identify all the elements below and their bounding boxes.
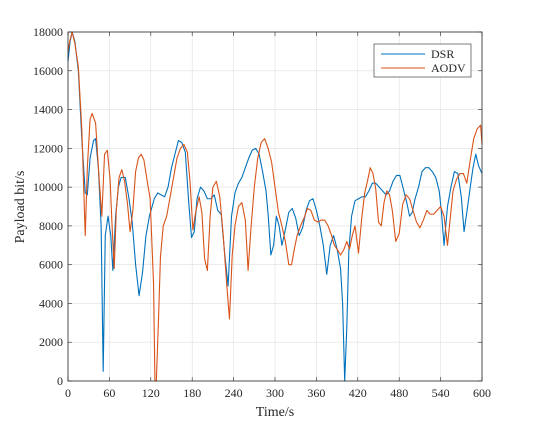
x-tick-label: 600 [473,386,491,400]
x-tick-label: 480 [390,386,408,400]
x-tick-label: 0 [65,386,71,400]
y-tick-label: 16000 [33,64,63,78]
legend: DSR AODV [373,43,472,78]
y-axis-label: Payload bit/s [13,171,28,244]
x-tick-label: 540 [432,386,450,400]
x-tick-label: 120 [142,386,160,400]
x-tick-label: 240 [225,386,243,400]
y-tick-labels: 0 2000 4000 6000 8000 10000 12000 14000 16000 180… [33,25,63,388]
y-tick-label: 6000 [39,258,63,272]
axis-ticks [67,31,483,382]
x-tick-label: 60 [103,386,115,400]
x-tick-label: 300 [266,386,284,400]
y-tick-label: 4000 [39,296,63,310]
x-tick-label: 420 [349,386,367,400]
x-axis-label: Time/s [256,405,294,420]
legend-box [373,43,472,78]
x-tick-label: 180 [183,386,201,400]
series-line-aodv [67,31,483,382]
y-tick-label: 0 [57,374,63,388]
y-tick-label: 2000 [39,335,63,349]
series-group [67,31,483,382]
y-tick-label: 14000 [33,103,63,117]
y-tick-label: 8000 [39,219,63,233]
x-tick-label: 360 [307,386,325,400]
y-tick-label: 12000 [33,141,63,155]
legend-label-aodv: AODV [431,61,466,75]
legend-label-dsr: DSR [431,47,454,61]
x-tick-labels: 0 60 120 180 240 300 360 420 480 540 600 [65,386,491,400]
y-tick-label: 10000 [33,180,63,194]
y-tick-label: 18000 [33,25,63,39]
series-line-dsr [67,31,483,382]
